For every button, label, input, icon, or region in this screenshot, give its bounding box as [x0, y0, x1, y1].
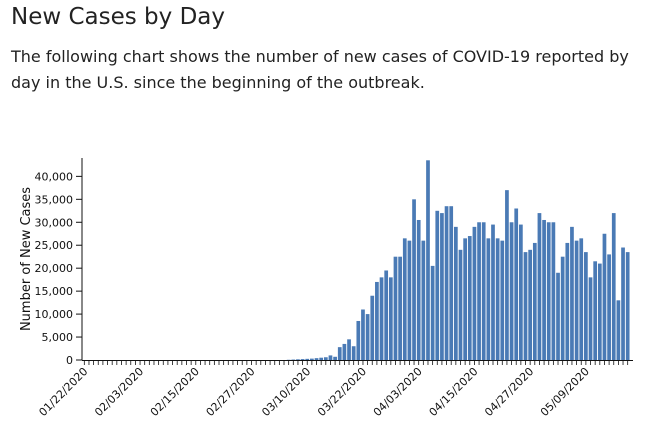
bar [505, 190, 509, 360]
bar [458, 249, 463, 360]
bar [570, 226, 574, 360]
bar [472, 226, 477, 360]
bar [361, 309, 365, 360]
x-tick-label: 02/27/2020 [204, 365, 258, 419]
bar [421, 240, 426, 360]
bar [514, 208, 519, 360]
bar [463, 238, 467, 360]
bar [323, 357, 328, 360]
bar [337, 347, 342, 360]
bar [537, 213, 542, 360]
bar [449, 206, 454, 360]
bar [611, 213, 616, 360]
bar [467, 236, 472, 360]
x-tick-label: 04/27/2020 [482, 365, 536, 419]
bar [370, 295, 375, 360]
bar [351, 346, 356, 360]
bar [314, 358, 319, 360]
bar [616, 300, 621, 360]
bar [347, 339, 351, 360]
x-tick-label: 04/03/2020 [371, 365, 425, 419]
bar [333, 356, 337, 360]
bars [286, 160, 630, 360]
x-tick-label: 01/22/2020 [36, 365, 90, 419]
x-axis: 01/22/2020 02/03/2020 02/15/2020 02/27/2020… [36, 360, 633, 419]
bar [430, 265, 435, 360]
bar [319, 357, 324, 360]
bar [398, 256, 402, 360]
bar [305, 358, 310, 360]
bar [356, 320, 361, 360]
bar [477, 222, 481, 360]
y-tick-label: 20,000 [35, 262, 74, 275]
bar [509, 222, 514, 360]
bar [556, 272, 560, 360]
bar [407, 240, 412, 360]
bar [440, 213, 444, 360]
bar [412, 199, 416, 360]
x-tick-label: 02/03/2020 [92, 365, 146, 419]
bar [393, 256, 398, 360]
y-tick-label: 25,000 [35, 239, 74, 252]
y-axis-label: Number of New Cases [19, 187, 34, 331]
y-tick-label: 0 [66, 354, 73, 367]
bar [588, 277, 593, 360]
bar [593, 261, 598, 360]
x-tick-label: 02/15/2020 [148, 365, 202, 419]
y-tick-label: 35,000 [35, 193, 74, 206]
bar [426, 160, 430, 360]
bar [481, 222, 486, 360]
bar [296, 359, 300, 360]
bar [328, 355, 333, 360]
bar [625, 252, 630, 360]
bar [495, 238, 500, 360]
bar [384, 270, 389, 360]
bar [375, 281, 379, 360]
bar [532, 242, 537, 360]
bar [310, 358, 314, 360]
bar [342, 343, 347, 360]
bar [300, 359, 305, 360]
x-tick-label: 05/09/2020 [538, 365, 592, 419]
y-tick-label: 30,000 [35, 216, 74, 229]
bar [491, 224, 495, 360]
x-tick-label: 03/22/2020 [315, 365, 369, 419]
y-tick-label: 5,000 [42, 331, 74, 344]
y-tick-label: 10,000 [35, 308, 74, 321]
bar [519, 224, 523, 360]
bar [523, 252, 528, 360]
bar [542, 219, 546, 360]
bar [565, 242, 570, 360]
bar [435, 210, 440, 360]
bar [546, 222, 551, 360]
bar [551, 222, 556, 360]
bar [607, 254, 611, 360]
x-tick-label: 03/10/2020 [259, 365, 313, 419]
page-title: New Cases by Day [11, 4, 225, 30]
bar [602, 233, 607, 360]
bar [560, 256, 565, 360]
y-tick-label: 40,000 [35, 170, 74, 183]
y-tick-label: 15,000 [35, 285, 74, 298]
bar [486, 238, 491, 360]
bar [574, 240, 579, 360]
bar [379, 277, 384, 360]
bar [388, 277, 393, 360]
bar [528, 249, 533, 360]
bar [584, 252, 588, 360]
x-tick-label: 04/15/2020 [427, 365, 481, 419]
bar [579, 238, 584, 360]
bar [597, 263, 602, 360]
chart-description: The following chart shows the number of … [11, 47, 629, 92]
y-axis: 0 5,000 10,000 15,000 20,000 25,000 30,000 35,0… [35, 158, 83, 367]
bar [444, 206, 449, 360]
bar [365, 314, 370, 360]
bar [453, 226, 458, 360]
bar [500, 240, 505, 360]
bar [402, 238, 407, 360]
bar [621, 247, 625, 360]
bar [416, 219, 421, 360]
